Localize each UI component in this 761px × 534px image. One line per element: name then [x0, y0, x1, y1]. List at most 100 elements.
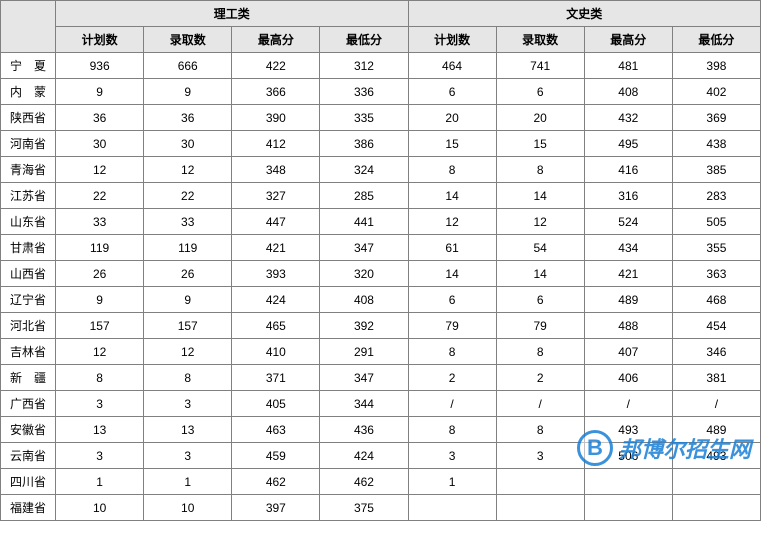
header-sub: 录取数 [496, 27, 584, 53]
table-row: 安徽省131346343688493489 [1, 417, 761, 443]
header-sub-row: 计划数 录取数 最高分 最低分 计划数 录取数 最高分 最低分 [1, 27, 761, 53]
cell-value: 3 [144, 443, 232, 469]
cell-value: 283 [672, 183, 760, 209]
cell-value: 447 [232, 209, 320, 235]
cell-value: 355 [672, 235, 760, 261]
cell-value: 13 [56, 417, 144, 443]
admission-scores-table: 理工类 文史类 计划数 录取数 最高分 最低分 计划数 录取数 最高分 最低分 … [0, 0, 761, 521]
cell-value: 157 [56, 313, 144, 339]
cell-value: 13 [144, 417, 232, 443]
cell-value: 463 [232, 417, 320, 443]
cell-value: 3 [56, 443, 144, 469]
cell-value: 2 [408, 365, 496, 391]
cell-value: 26 [56, 261, 144, 287]
cell-value: 441 [320, 209, 408, 235]
cell-value: 375 [320, 495, 408, 521]
cell-value: 464 [408, 53, 496, 79]
cell-value: 12 [408, 209, 496, 235]
cell-value: 393 [232, 261, 320, 287]
cell-value: 1 [144, 469, 232, 495]
cell-value: 3 [144, 391, 232, 417]
cell-value: 408 [320, 287, 408, 313]
cell-value [584, 495, 672, 521]
cell-value: 489 [672, 417, 760, 443]
cell-region: 江苏省 [1, 183, 56, 209]
cell-value: 2 [496, 365, 584, 391]
cell-value: 493 [672, 443, 760, 469]
cell-value: 381 [672, 365, 760, 391]
cell-value: 438 [672, 131, 760, 157]
cell-value: 157 [144, 313, 232, 339]
cell-value: 14 [408, 183, 496, 209]
cell-region: 福建省 [1, 495, 56, 521]
cell-value [584, 469, 672, 495]
cell-value: 119 [56, 235, 144, 261]
cell-value: 10 [144, 495, 232, 521]
cell-value: 9 [56, 79, 144, 105]
cell-value: 119 [144, 235, 232, 261]
cell-value: 14 [496, 261, 584, 287]
cell-value: 366 [232, 79, 320, 105]
cell-value: 506 [584, 443, 672, 469]
header-sub: 计划数 [408, 27, 496, 53]
cell-value: 422 [232, 53, 320, 79]
cell-value: 424 [232, 287, 320, 313]
cell-value: 405 [232, 391, 320, 417]
cell-value: 462 [320, 469, 408, 495]
cell-value: 9 [144, 79, 232, 105]
cell-value: 6 [496, 79, 584, 105]
cell-value: 505 [672, 209, 760, 235]
table-row: 山西省26263933201414421363 [1, 261, 761, 287]
table-body: 宁 夏936666422312464741481398内 蒙9936633666… [1, 53, 761, 521]
cell-value [672, 469, 760, 495]
cell-value: 468 [672, 287, 760, 313]
table-row: 内 蒙9936633666408402 [1, 79, 761, 105]
header-sub: 录取数 [144, 27, 232, 53]
cell-value: 36 [144, 105, 232, 131]
cell-value: 8 [408, 157, 496, 183]
cell-value: 8 [144, 365, 232, 391]
cell-value: 335 [320, 105, 408, 131]
cell-value: 14 [496, 183, 584, 209]
cell-value: / [672, 391, 760, 417]
cell-value: 12 [56, 339, 144, 365]
cell-region: 吉林省 [1, 339, 56, 365]
cell-value: 402 [672, 79, 760, 105]
cell-value: 316 [584, 183, 672, 209]
header-sub: 最高分 [232, 27, 320, 53]
cell-value: 434 [584, 235, 672, 261]
cell-value: 30 [56, 131, 144, 157]
cell-value: 36 [56, 105, 144, 131]
cell-value: 20 [408, 105, 496, 131]
cell-value: 12 [496, 209, 584, 235]
cell-value: 489 [584, 287, 672, 313]
cell-value: 369 [672, 105, 760, 131]
cell-value: 12 [144, 339, 232, 365]
table-row: 宁 夏936666422312464741481398 [1, 53, 761, 79]
cell-value: 12 [144, 157, 232, 183]
cell-value: 12 [56, 157, 144, 183]
cell-value: 481 [584, 53, 672, 79]
cell-region: 河北省 [1, 313, 56, 339]
cell-value: 8 [496, 339, 584, 365]
cell-value: 454 [672, 313, 760, 339]
cell-value: 406 [584, 365, 672, 391]
cell-value: 320 [320, 261, 408, 287]
cell-value: 30 [144, 131, 232, 157]
table-row: 福建省1010397375 [1, 495, 761, 521]
cell-value: 336 [320, 79, 408, 105]
cell-value: 6 [496, 287, 584, 313]
cell-value: 397 [232, 495, 320, 521]
cell-value: 421 [232, 235, 320, 261]
header-sub: 最低分 [320, 27, 408, 53]
cell-value: / [408, 391, 496, 417]
cell-value: 421 [584, 261, 672, 287]
cell-value: 15 [496, 131, 584, 157]
cell-value: 432 [584, 105, 672, 131]
table-row: 吉林省121241029188407346 [1, 339, 761, 365]
cell-region: 山西省 [1, 261, 56, 287]
header-sub: 最低分 [672, 27, 760, 53]
cell-region: 云南省 [1, 443, 56, 469]
table-row: 云南省3345942433506493 [1, 443, 761, 469]
cell-value: 1 [56, 469, 144, 495]
